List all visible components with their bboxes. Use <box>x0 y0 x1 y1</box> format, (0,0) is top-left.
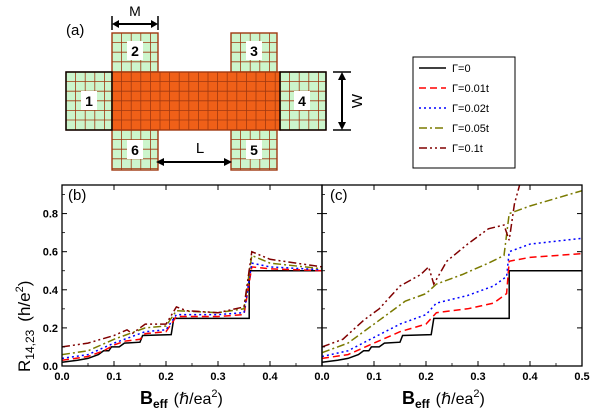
lead-number-6: 6 <box>127 140 143 159</box>
svg-text:4: 4 <box>298 93 306 109</box>
device-grid: 1 2 3 4 5 6 <box>65 32 327 171</box>
dimension-L: L <box>156 140 232 166</box>
svg-text:6: 6 <box>131 142 139 158</box>
svg-text:1: 1 <box>85 93 93 109</box>
x-tick-label: 0.4 <box>522 371 538 383</box>
series-line <box>62 269 322 363</box>
label-W: W <box>349 93 366 108</box>
legend-item: Γ=0.02t <box>419 103 489 115</box>
scattering-region <box>111 71 281 131</box>
series-line <box>322 269 582 363</box>
panel-a-label: (a) <box>66 22 84 39</box>
legend-item: Γ=0.05t <box>419 123 489 135</box>
plot-frame <box>61 184 323 367</box>
x-axis-title-b: Beff (ℏ/ea2) <box>140 388 223 411</box>
y-tick-label: 0.4 <box>43 285 59 297</box>
x-tick-label: 0.1 <box>106 371 121 383</box>
panel-b-label: (b) <box>68 187 86 204</box>
y-tick-label: 0.6 <box>43 247 58 259</box>
svg-text:5: 5 <box>250 142 258 158</box>
legend-label: Γ=0 <box>452 63 471 75</box>
lead-number-3: 3 <box>246 41 262 60</box>
y-axis-title: R14,23(h/e2) <box>14 281 37 372</box>
series-line <box>62 250 322 348</box>
lead-number-2: 2 <box>127 41 143 60</box>
series-line <box>322 237 582 358</box>
series-group <box>322 185 582 363</box>
x-tick-label: 0.1 <box>366 371 381 383</box>
y-tick-label: 0.2 <box>43 323 58 335</box>
x-tick-label: 0.5 <box>574 371 589 383</box>
x-tick-label: 0.2 <box>418 371 433 383</box>
series-line <box>62 266 322 362</box>
legend-item: Γ=0.1t <box>419 143 483 155</box>
legend-item: Γ=0.01t <box>419 83 489 95</box>
plot-frame <box>321 184 583 367</box>
device-schematic: (a) 1 2 3 4 5 6 M W L <box>65 3 366 171</box>
series-line <box>322 189 582 354</box>
x-tick-label: 0.0 <box>314 371 329 383</box>
x-axis-title-c: Beff (ℏ/ea2) <box>402 388 485 411</box>
series-line <box>322 185 521 348</box>
label-L: L <box>196 140 204 157</box>
plot-c: 0.0 0.1 0.2 0.3 0.4 0.5 (c) <box>314 184 590 383</box>
x-tick-label: 0.3 <box>470 371 485 383</box>
legend-label: Γ=0.1t <box>452 143 483 155</box>
x-tick-label: 0.2 <box>158 371 173 383</box>
x-tick-label: 0.0 <box>54 371 69 383</box>
legend: Γ=0 Γ=0.01t Γ=0.02t Γ=0.05t Γ=0.1t <box>412 56 516 169</box>
plot-b: 0.0 0.1 0.2 0.3 0.4 0.0 0.2 0.4 0.6 0.8 (b) <box>43 184 323 383</box>
svg-text:3: 3 <box>250 43 258 59</box>
series-line <box>62 254 322 356</box>
legend-label: Γ=0.05t <box>452 123 489 135</box>
svg-text:2: 2 <box>131 43 139 59</box>
y-tick-label: 0.0 <box>43 361 58 373</box>
panel-c-label: (c) <box>330 187 348 204</box>
lead-number-1: 1 <box>81 91 97 110</box>
series-group <box>62 250 322 363</box>
label-M: M <box>129 3 141 19</box>
y-tick-label: 0.8 <box>43 209 58 221</box>
series-line <box>322 252 582 360</box>
lead-number-5: 5 <box>246 140 262 159</box>
lead-number-4: 4 <box>294 91 310 110</box>
x-tick-label: 0.3 <box>210 371 225 383</box>
dimension-M: M <box>111 3 159 30</box>
x-tick-label: 0.4 <box>262 371 278 383</box>
dimension-W: W <box>333 71 366 131</box>
legend-label: Γ=0.01t <box>452 83 489 95</box>
legend-label: Γ=0.02t <box>452 103 489 115</box>
legend-item: Γ=0 <box>419 63 471 75</box>
